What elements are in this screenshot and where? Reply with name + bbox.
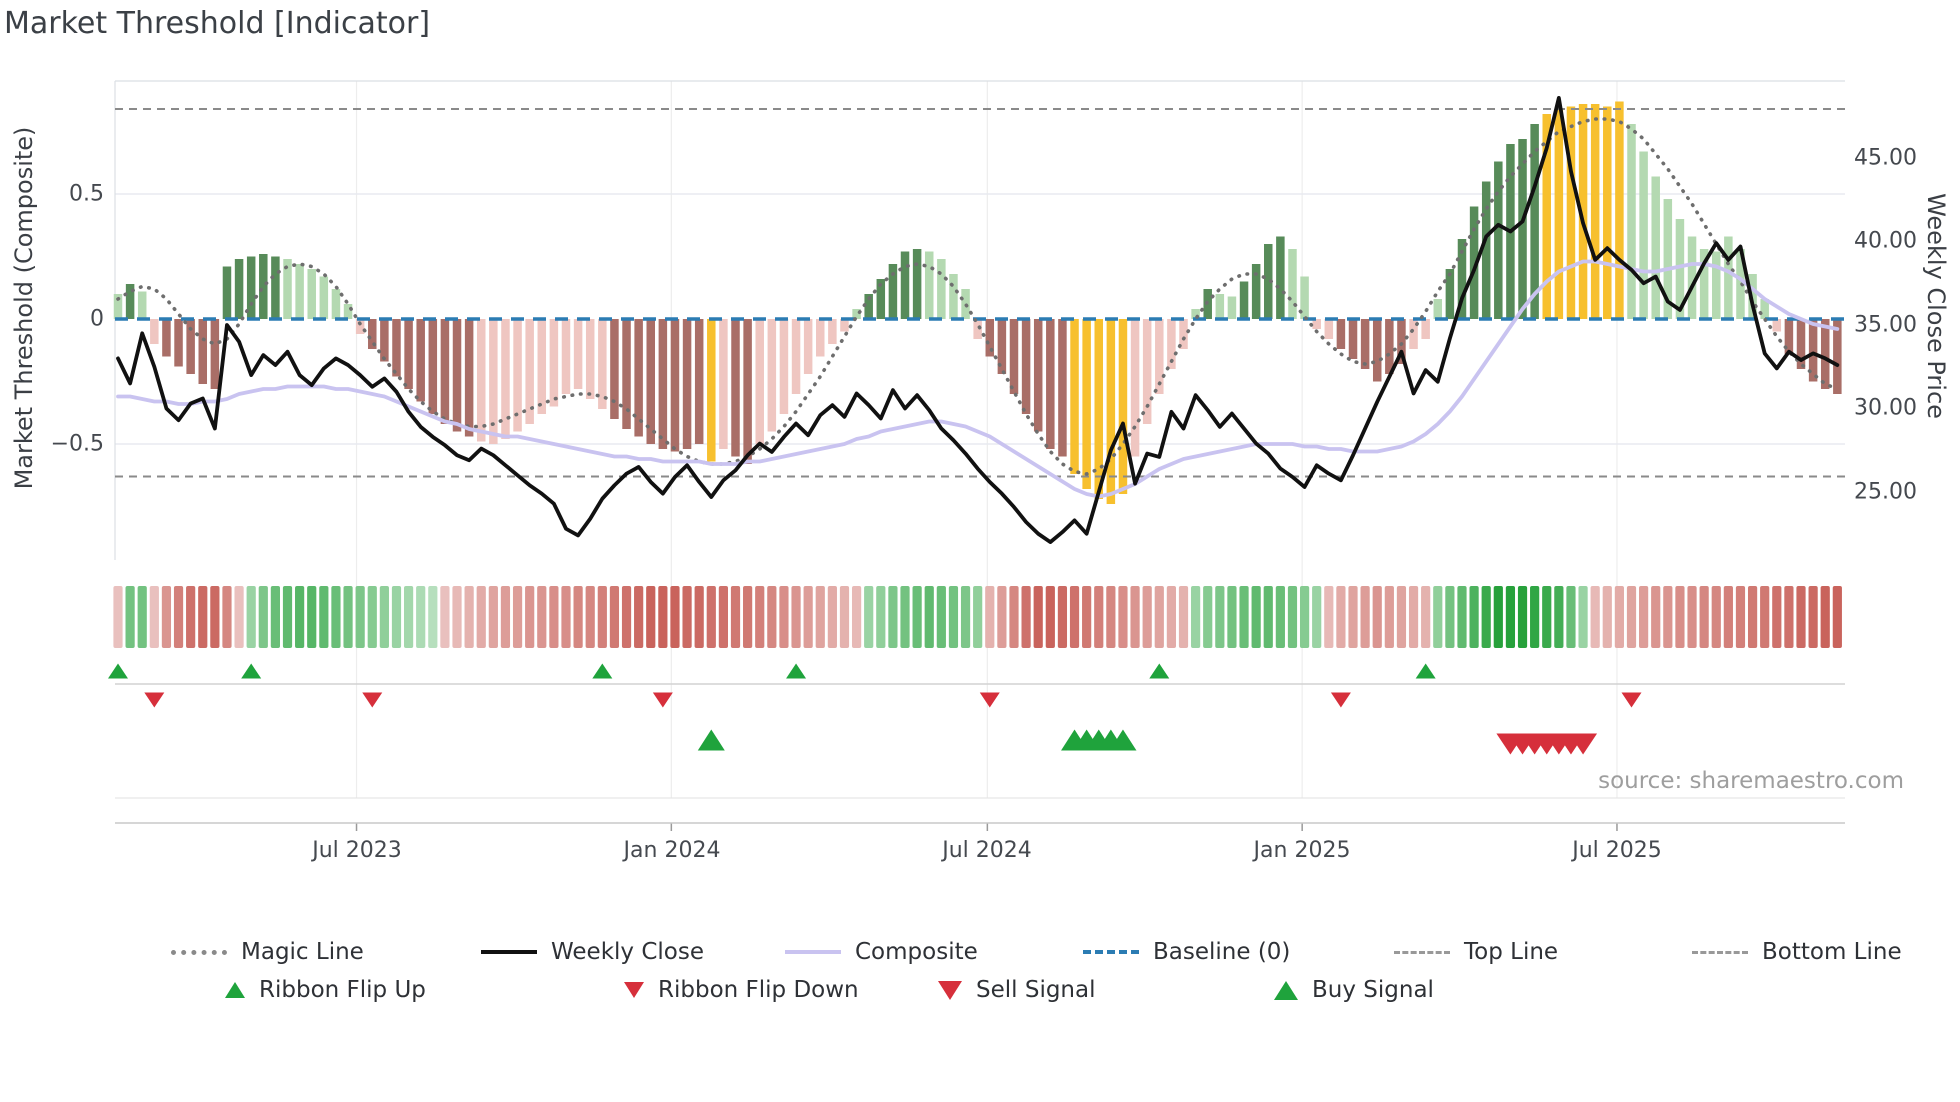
flip-down-triangle-icon — [624, 982, 644, 998]
left-axis-tick: 0.5 — [69, 181, 104, 207]
x-axis-tick: Jan 2025 — [1253, 838, 1351, 863]
legend-item-top-line: Top Line — [1394, 938, 1558, 966]
right-axis-tick: 30.00 — [1854, 395, 1917, 421]
left-axis-title: Market Threshold (Composite) — [10, 126, 38, 490]
baseline-swatch-icon — [1083, 950, 1139, 954]
x-axis-tick: Jul 2025 — [1572, 838, 1662, 863]
right-axis-tick: 35.00 — [1854, 312, 1917, 338]
legend-item-baseline: Baseline (0) — [1083, 938, 1290, 966]
legend-item-composite: Composite — [785, 938, 978, 966]
page-title: Market Threshold [Indicator] — [4, 6, 431, 41]
x-axis-tick: Jul 2023 — [312, 838, 402, 863]
right-axis-tick: 45.00 — [1854, 145, 1917, 171]
flip-up-triangle-icon — [225, 982, 245, 998]
source-attribution: source: sharemaestro.com — [1598, 768, 1904, 794]
right-axis-tick: 25.00 — [1854, 479, 1917, 505]
left-axis-tick: 0 — [90, 306, 104, 332]
legend-item-weekly-close: Weekly Close — [481, 938, 704, 966]
top-line-swatch-icon — [1394, 950, 1450, 954]
x-axis-tick: Jan 2024 — [623, 838, 721, 863]
left-axis-tick: −0.5 — [50, 431, 104, 457]
composite-swatch-icon — [785, 950, 841, 954]
right-axis-title: Weekly Close Price — [1922, 193, 1950, 419]
legend-item-sell-signal: Sell Signal — [938, 976, 1096, 1004]
buy-signal-triangle-icon — [1274, 980, 1298, 1000]
legend-item-bottom-line: Bottom Line — [1692, 938, 1902, 966]
bottom-line-swatch-icon — [1692, 950, 1748, 954]
right-axis-tick: 40.00 — [1854, 228, 1917, 254]
legend-item-magic-line: Magic Line — [171, 938, 364, 966]
legend-item-buy-signal: Buy Signal — [1274, 976, 1434, 1004]
weekly-close-swatch-icon — [481, 950, 537, 954]
sell-signal-triangle-icon — [938, 980, 962, 1000]
x-axis-tick: Jul 2024 — [942, 838, 1032, 863]
magic-line-swatch-icon — [171, 949, 227, 955]
legend-item-ribbon-flip-up: Ribbon Flip Up — [225, 976, 426, 1004]
legend-item-ribbon-flip-down: Ribbon Flip Down — [624, 976, 859, 1004]
